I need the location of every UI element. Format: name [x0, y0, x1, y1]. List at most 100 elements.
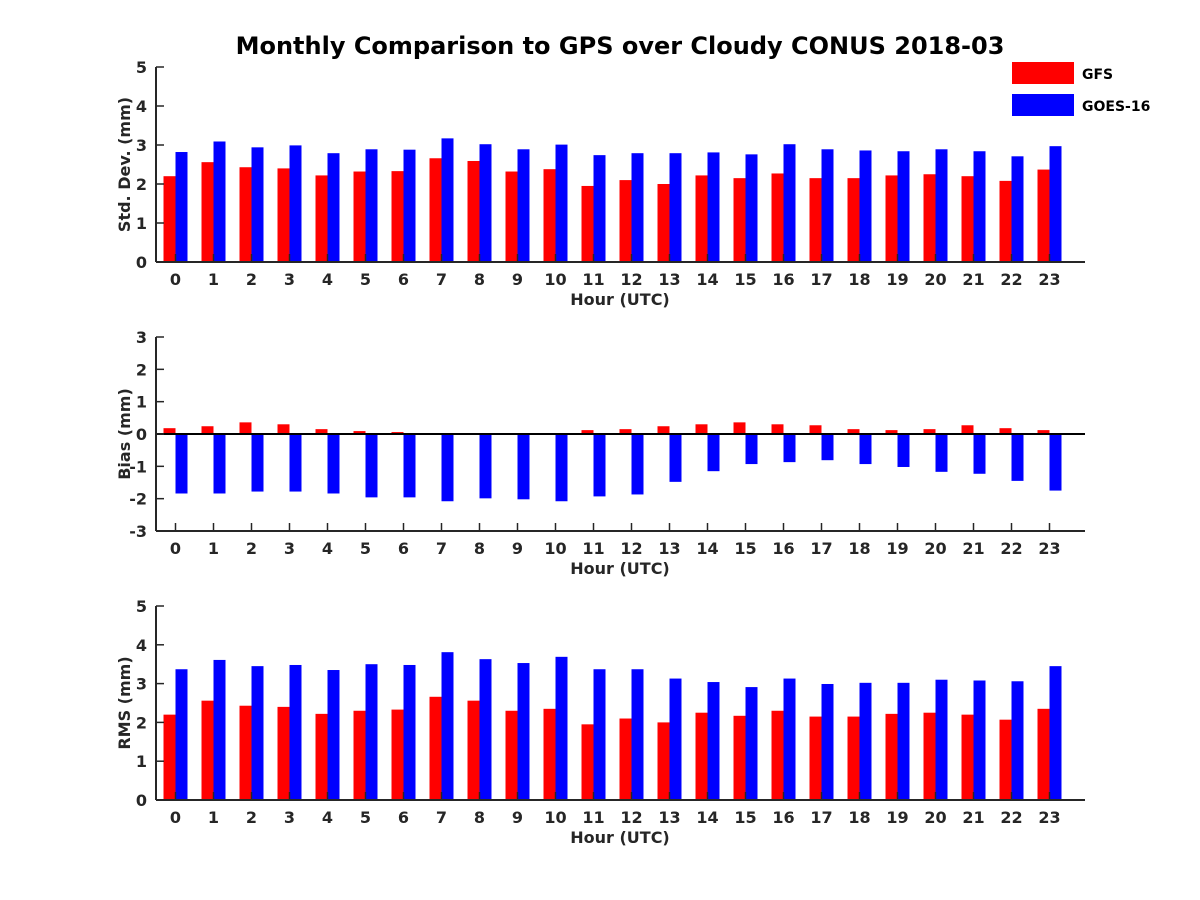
rms-bar-gfs-3: [277, 706, 290, 800]
bias-y-tick-label: -1: [129, 457, 147, 476]
bias-x-tick-label: 22: [1000, 539, 1022, 558]
std-x-tick-label: 10: [544, 270, 566, 289]
std-bar-goes16-8: [479, 144, 492, 262]
bias-bar-gfs-15: [733, 422, 746, 434]
rms-x-tick-label: 23: [1038, 808, 1060, 827]
std-bar-gfs-6: [391, 171, 404, 262]
std-bar-goes16-1: [213, 141, 226, 262]
bias-bar-goes16-23: [1049, 434, 1062, 491]
bias-bar-goes16-1: [213, 434, 226, 494]
std-bar-goes16-13: [669, 153, 682, 262]
rms-bar-gfs-10: [543, 708, 556, 800]
std-bar-gfs-16: [771, 173, 784, 262]
bias-x-tick-label: 1: [208, 539, 219, 558]
bias-bar-gfs-16: [771, 424, 784, 434]
rms-bar-gfs-0: [163, 714, 176, 800]
rms-x-tick-label: 22: [1000, 808, 1022, 827]
rms-bar-gfs-21: [961, 714, 974, 800]
bias-bar-goes16-7: [441, 434, 454, 502]
std-bar-goes16-21: [973, 151, 986, 262]
bias-x-tick-label: 4: [322, 539, 333, 558]
rms-x-tick-label: 3: [284, 808, 295, 827]
legend-swatch-goes16: [1012, 94, 1074, 116]
std-x-tick-label: 2: [246, 270, 257, 289]
rms-bar-goes16-14: [707, 682, 720, 800]
std-bar-gfs-3: [277, 168, 290, 262]
bias-x-tick-label: 11: [582, 539, 604, 558]
bias-bar-goes16-11: [593, 434, 606, 497]
std-bar-goes16-5: [365, 149, 378, 262]
bias-x-tick-label: 5: [360, 539, 371, 558]
bias-y-tick-label: 1: [136, 393, 147, 412]
std-bar-gfs-14: [695, 175, 708, 262]
bias-bar-gfs-14: [695, 424, 708, 434]
std-bar-gfs-8: [467, 160, 480, 262]
std-bar-gfs-11: [581, 185, 594, 262]
std-bar-goes16-4: [327, 153, 340, 262]
bias-bar-goes16-9: [517, 434, 530, 500]
rms-y-tick-label: 3: [136, 675, 147, 694]
std-bar-goes16-10: [555, 144, 568, 262]
rms-bar-gfs-23: [1037, 708, 1050, 800]
bias-bar-gfs-5: [353, 431, 366, 434]
bias-bar-goes16-5: [365, 434, 378, 498]
rms-bar-gfs-15: [733, 715, 746, 800]
bias-x-tick-label: 0: [170, 539, 181, 558]
std-bar-gfs-0: [163, 176, 176, 262]
std-bar-gfs-1: [201, 162, 214, 262]
std-x-tick-label: 5: [360, 270, 371, 289]
rms-bar-gfs-12: [619, 718, 632, 800]
bias-bar-gfs-1: [201, 426, 214, 434]
bias-x-tick-label: 10: [544, 539, 566, 558]
rms-bar-gfs-22: [999, 719, 1012, 800]
bias-bar-goes16-10: [555, 434, 568, 502]
bias-x-tick-label: 13: [658, 539, 680, 558]
rms-bar-goes16-1: [213, 659, 226, 800]
rms-bar-gfs-9: [505, 710, 518, 800]
bias-bar-goes16-3: [289, 434, 302, 492]
rms-bar-gfs-6: [391, 709, 404, 800]
legend-label-goes16: GOES-16: [1082, 99, 1150, 115]
std-x-tick-label: 12: [620, 270, 642, 289]
std-y-tick-label: 1: [136, 214, 147, 233]
bias-bar-gfs-0: [163, 428, 176, 434]
rms-x-tick-label: 16: [772, 808, 794, 827]
bias-bar-goes16-15: [745, 434, 758, 465]
bias-bar-goes16-4: [327, 434, 340, 494]
bias-bar-goes16-20: [935, 434, 948, 472]
bias-x-tick-label: 12: [620, 539, 642, 558]
rms-x-tick-label: 5: [360, 808, 371, 827]
rms-bar-goes16-0: [175, 669, 188, 800]
bias-bar-goes16-12: [631, 434, 644, 495]
rms-x-tick-label: 18: [848, 808, 870, 827]
std-y-tick-label: 3: [136, 136, 147, 155]
std-x-tick-label: 17: [810, 270, 832, 289]
std-bar-goes16-6: [403, 149, 416, 262]
rms-x-tick-label: 2: [246, 808, 257, 827]
std-x-tick-label: 18: [848, 270, 870, 289]
bias-x-tick-label: 9: [512, 539, 523, 558]
bias-x-tick-label: 8: [474, 539, 485, 558]
std-bar-gfs-13: [657, 184, 670, 262]
bias-bar-goes16-18: [859, 434, 872, 465]
rms-x-tick-label: 7: [436, 808, 447, 827]
rms-bar-goes16-2: [251, 666, 264, 800]
rms-x-tick-label: 11: [582, 808, 604, 827]
bias-bar-goes16-13: [669, 434, 682, 482]
bias-x-tick-label: 15: [734, 539, 756, 558]
rms-bar-goes16-22: [1011, 681, 1024, 800]
bias-bar-gfs-21: [961, 425, 974, 434]
std-bar-goes16-14: [707, 152, 720, 262]
std-bar-goes16-2: [251, 147, 264, 262]
std-bar-gfs-12: [619, 180, 632, 262]
rms-bar-goes16-21: [973, 680, 986, 800]
std-bar-goes16-3: [289, 145, 302, 262]
bias-bar-goes16-6: [403, 434, 416, 498]
rms-bar-goes16-17: [821, 683, 834, 800]
rms-bar-gfs-16: [771, 710, 784, 800]
bias-bar-gfs-22: [999, 428, 1012, 434]
std-bar-goes16-7: [441, 138, 454, 262]
rms-bar-gfs-19: [885, 713, 898, 800]
bias-x-tick-label: 21: [962, 539, 984, 558]
std-y-tick-label: 0: [136, 253, 147, 272]
